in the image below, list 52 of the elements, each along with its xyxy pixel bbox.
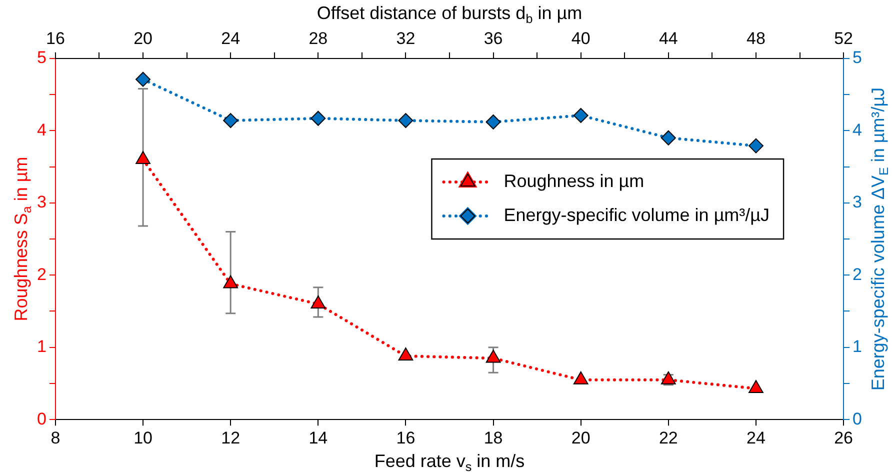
x-tick-label: 18 [484, 428, 503, 448]
point [223, 275, 238, 288]
x-tick-label: 14 [308, 428, 328, 448]
y-tick-label: 0 [36, 409, 46, 428]
y-tick-label: 2 [36, 264, 46, 284]
x2-tick-label: 24 [221, 28, 240, 48]
point [660, 130, 676, 146]
x2-tick-label: 48 [746, 28, 766, 48]
point [748, 138, 764, 154]
legend-label: Roughness in µm [504, 170, 644, 191]
point [486, 350, 501, 363]
y-axis-title: Roughness Sa in µm [10, 156, 34, 322]
point [486, 114, 501, 130]
y2-tick-label: 2 [852, 264, 862, 284]
point [136, 72, 151, 87]
x-tick-label: 8 [50, 428, 60, 448]
y2-tick-label: 3 [852, 192, 862, 212]
x-tick-label: 16 [396, 428, 416, 448]
x-tick-label: 24 [746, 428, 766, 448]
legend-label: Energy-specific volume in µm³/µJ [504, 204, 770, 225]
y-tick-label: 3 [36, 192, 46, 212]
point [310, 110, 326, 126]
y2-tick-label: 0 [852, 409, 862, 428]
y-tick-label: 1 [36, 337, 46, 356]
x2-tick-label: 44 [658, 28, 678, 48]
point [573, 371, 588, 384]
x-tick-label: 20 [571, 428, 590, 448]
point [748, 380, 764, 394]
x2-tick-label: 16 [46, 28, 65, 48]
y-tick-label: 4 [36, 120, 46, 140]
point [398, 113, 414, 128]
point [660, 371, 676, 384]
point [223, 113, 238, 128]
y2-tick-label: 5 [852, 48, 862, 68]
y-tick-label: 5 [36, 48, 46, 68]
x2-tick-label: 32 [396, 28, 416, 48]
x-tick-label: 10 [134, 428, 152, 448]
point [573, 108, 588, 123]
point [398, 348, 414, 361]
x2-tick-label: 52 [834, 28, 854, 48]
x2-tick-label: 28 [308, 28, 328, 48]
x-tick-label: 22 [658, 428, 678, 448]
y2-axis-title: Energy-specific volume ΔVE in µm³/µJ [868, 87, 891, 391]
x-tick-label: 12 [221, 428, 240, 448]
y2-tick-label: 1 [852, 337, 862, 356]
x-tick-label: 26 [834, 428, 854, 448]
point [310, 296, 326, 309]
y2-tick-label: 4 [852, 120, 862, 140]
x2-tick-label: 40 [571, 28, 590, 48]
x2-tick-label: 20 [134, 28, 152, 48]
point [136, 151, 150, 164]
x2-tick-label: 36 [484, 28, 503, 48]
